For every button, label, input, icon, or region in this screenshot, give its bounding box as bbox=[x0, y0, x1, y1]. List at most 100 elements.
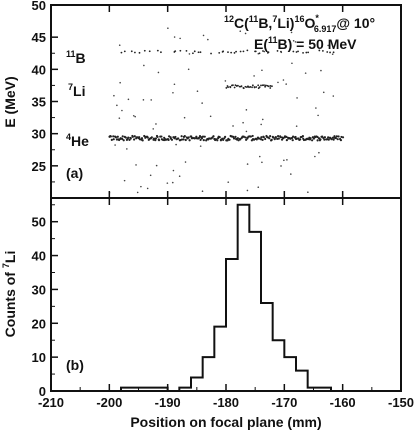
data-point bbox=[136, 191, 139, 194]
data-point bbox=[261, 69, 263, 72]
data-point bbox=[242, 121, 244, 124]
data-point bbox=[175, 143, 177, 146]
data-point bbox=[329, 51, 331, 54]
data-point bbox=[162, 138, 165, 142]
data-point bbox=[197, 51, 200, 54]
data-point bbox=[227, 86, 229, 89]
data-point bbox=[202, 139, 205, 142]
data-point bbox=[212, 135, 215, 138]
data-point bbox=[269, 85, 272, 87]
data-point bbox=[133, 135, 136, 138]
data-point bbox=[127, 136, 130, 139]
data-point bbox=[253, 86, 256, 89]
data-point bbox=[120, 51, 123, 54]
data-point bbox=[166, 182, 169, 184]
x-tick-label: -180 bbox=[213, 395, 239, 410]
data-point bbox=[283, 159, 285, 162]
y-tick-label: 50 bbox=[32, 0, 46, 13]
data-point bbox=[255, 138, 258, 141]
data-point bbox=[156, 135, 159, 139]
x-tick-label: -190 bbox=[155, 395, 181, 410]
data-point bbox=[199, 145, 202, 147]
data-point bbox=[109, 135, 112, 138]
data-point bbox=[143, 64, 145, 67]
x-tick-label: -200 bbox=[96, 395, 122, 410]
data-point bbox=[292, 50, 295, 53]
data-point bbox=[199, 138, 202, 141]
data-point bbox=[323, 136, 327, 139]
data-point bbox=[294, 135, 297, 139]
data-point bbox=[307, 191, 309, 193]
data-point bbox=[277, 81, 279, 84]
data-point bbox=[140, 185, 142, 188]
panel-b-label: (b) bbox=[66, 357, 84, 373]
data-point bbox=[132, 114, 135, 117]
data-point bbox=[167, 27, 169, 29]
data-point bbox=[292, 40, 295, 42]
data-point bbox=[269, 87, 272, 89]
data-point bbox=[260, 136, 263, 139]
panel-b: 0 10 20 30 40 50 -210 -200 -190 -180 -170 -160 -150… bbox=[1, 197, 414, 430]
data-point bbox=[121, 137, 124, 141]
data-point bbox=[257, 84, 260, 87]
data-point bbox=[138, 51, 141, 54]
data-point bbox=[201, 102, 203, 104]
data-point bbox=[154, 137, 158, 140]
data-point bbox=[333, 135, 336, 138]
y-tick-label: 20 bbox=[32, 316, 46, 331]
data-point bbox=[286, 159, 288, 161]
data-point bbox=[249, 86, 252, 88]
data-point bbox=[290, 31, 293, 34]
data-point bbox=[173, 83, 176, 86]
data-point bbox=[326, 51, 329, 53]
data-point bbox=[118, 117, 121, 119]
data-point bbox=[177, 137, 180, 140]
annotation-7Li: 7Li bbox=[68, 82, 85, 99]
y-tick-label: 0 bbox=[39, 384, 46, 399]
data-point bbox=[254, 50, 257, 53]
data-point bbox=[113, 94, 115, 97]
data-point bbox=[263, 50, 266, 53]
panel-a: 25 30 35 40 45 50 E (MeV) 12C(11B,7Li)16O* 6.9… bbox=[2, 0, 402, 199]
data-point bbox=[246, 189, 249, 192]
data-point bbox=[260, 84, 262, 87]
data-point bbox=[332, 95, 335, 97]
data-point bbox=[318, 49, 321, 52]
data-point bbox=[184, 161, 187, 163]
data-point bbox=[167, 138, 170, 142]
data-point bbox=[261, 138, 264, 141]
data-point bbox=[242, 87, 245, 90]
data-point bbox=[272, 136, 275, 139]
data-point bbox=[304, 72, 307, 74]
data-point bbox=[295, 125, 298, 127]
data-point bbox=[334, 136, 337, 140]
panel-a-y-ticks: 25 30 35 40 45 50 bbox=[32, 0, 58, 183]
data-point bbox=[239, 50, 242, 53]
data-point bbox=[187, 68, 190, 71]
data-point bbox=[269, 134, 272, 138]
data-point bbox=[251, 84, 254, 87]
data-point bbox=[279, 136, 282, 139]
data-point bbox=[315, 107, 317, 109]
data-point bbox=[285, 83, 287, 85]
data-point bbox=[179, 37, 181, 40]
data-point bbox=[327, 138, 330, 141]
x-tick-label: -160 bbox=[330, 395, 356, 410]
data-point bbox=[330, 138, 333, 141]
data-point bbox=[237, 139, 240, 142]
data-point bbox=[216, 139, 219, 142]
data-point bbox=[335, 135, 338, 138]
data-point bbox=[185, 49, 188, 52]
data-point bbox=[285, 135, 288, 139]
data-point bbox=[193, 50, 196, 53]
data-point bbox=[305, 51, 308, 54]
data-point bbox=[124, 136, 127, 139]
data-point bbox=[196, 90, 199, 93]
data-point bbox=[155, 123, 157, 125]
data-point bbox=[138, 136, 141, 139]
data-point bbox=[116, 135, 119, 138]
panel-a-label: (a) bbox=[66, 165, 83, 181]
data-point bbox=[246, 163, 249, 165]
data-point bbox=[121, 135, 124, 138]
y-tick-label: 25 bbox=[32, 159, 46, 174]
